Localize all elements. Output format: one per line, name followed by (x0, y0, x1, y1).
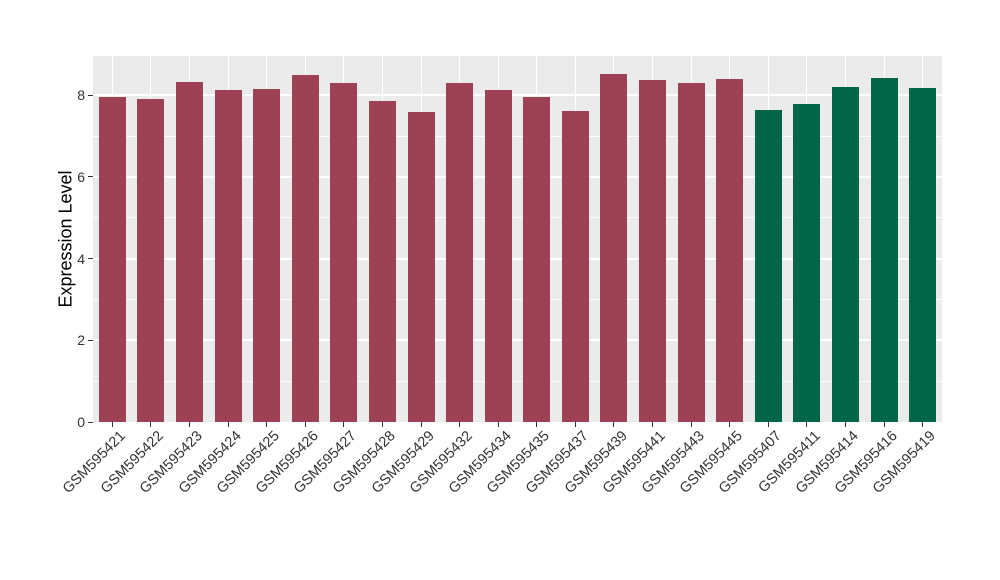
bar-GSM595424 (214, 89, 242, 422)
major-gridline (93, 339, 942, 342)
bar-GSM595421 (98, 96, 126, 422)
major-gridline (93, 175, 942, 178)
bar-GSM595443 (677, 82, 705, 422)
x-tick-mark (150, 422, 152, 427)
x-tick-mark (497, 422, 499, 427)
x-tick-mark (188, 422, 190, 427)
y-tick-mark (88, 94, 93, 96)
bar-GSM595439 (600, 73, 628, 422)
major-gridline (93, 94, 942, 97)
bar-GSM595411 (793, 104, 821, 422)
x-tick-mark (922, 422, 924, 427)
major-gridline (93, 257, 942, 260)
bar-GSM595428 (368, 101, 396, 422)
bar-GSM595419 (909, 88, 937, 422)
y-tick-mark (88, 421, 93, 423)
y-tick-label: 8 (77, 87, 85, 104)
bar-GSM595434 (484, 89, 512, 422)
x-tick-mark (729, 422, 731, 427)
plot-panel (93, 56, 942, 422)
minor-gridline (93, 380, 942, 382)
x-tick-mark (266, 422, 268, 427)
y-tick-label: 0 (77, 414, 85, 430)
bar-GSM595423 (175, 82, 203, 422)
bar-GSM595414 (832, 86, 860, 422)
minor-gridline (93, 217, 942, 219)
x-tick-mark (420, 422, 422, 427)
y-tick-mark (88, 258, 93, 260)
x-tick-mark (845, 422, 847, 427)
x-tick-mark (459, 422, 461, 427)
bar-GSM595422 (137, 99, 165, 422)
bar-GSM595425 (253, 88, 281, 422)
bar-GSM595426 (291, 75, 319, 422)
x-tick-mark (883, 422, 885, 427)
x-tick-mark (381, 422, 383, 427)
x-tick-mark (227, 422, 229, 427)
x-tick-mark (536, 422, 538, 427)
x-tick-mark (767, 422, 769, 427)
minor-gridline (93, 135, 942, 137)
y-axis-title: Expression Level (55, 170, 76, 308)
bar-GSM595427 (330, 82, 358, 422)
x-tick-mark (806, 422, 808, 427)
y-tick-label: 2 (77, 332, 85, 349)
x-tick-mark (111, 422, 113, 427)
y-tick-mark (88, 176, 93, 178)
x-tick-mark (343, 422, 345, 427)
bar-GSM595416 (870, 78, 898, 422)
bar-GSM595407 (754, 109, 782, 422)
bar-GSM595432 (446, 82, 474, 422)
bar-GSM595437 (561, 111, 589, 422)
bar-GSM595441 (639, 79, 667, 422)
y-tick-label: 4 (77, 250, 85, 267)
x-tick-mark (304, 422, 306, 427)
bar-GSM595429 (407, 111, 435, 422)
y-tick-mark (88, 339, 93, 341)
x-tick-mark (613, 422, 615, 427)
x-tick-mark (574, 422, 576, 427)
x-tick-mark (690, 422, 692, 427)
x-tick-mark (652, 422, 654, 427)
bar-GSM595445 (716, 79, 744, 422)
minor-gridline (93, 298, 942, 300)
bar-GSM595435 (523, 97, 551, 422)
y-tick-label: 6 (77, 168, 85, 185)
